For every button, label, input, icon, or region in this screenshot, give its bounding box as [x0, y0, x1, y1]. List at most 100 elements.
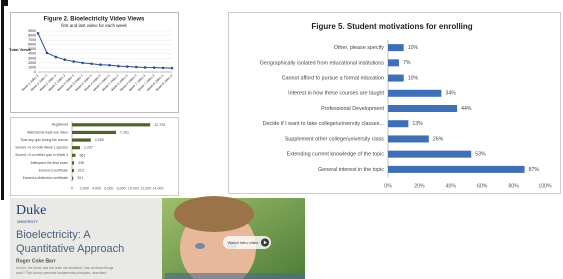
value-label: 87% [529, 167, 540, 173]
logo: Duke [16, 203, 46, 218]
value-label: 561 [79, 153, 85, 157]
x-tick-label: 20% [414, 184, 425, 190]
y-tick-label: 4000 [28, 52, 36, 56]
x-tick-label: 8,000 [117, 186, 126, 190]
point [153, 66, 156, 69]
point [46, 52, 49, 55]
value-label: 10% [408, 75, 419, 81]
x-tick-label: 10,000 [128, 186, 139, 190]
category-label: Decide if I want to take college/univers… [263, 121, 384, 127]
x-tick-label: 12,000 [140, 186, 151, 190]
point [90, 63, 93, 66]
bar [72, 161, 74, 164]
category-label: Interest in how these courses are taught [288, 91, 384, 97]
slide: Figure 2. Bioelectricity Video Views fir… [0, 0, 563, 279]
bar [388, 135, 429, 142]
category-label: Cannot afford to pursue a formal educati… [282, 75, 384, 81]
y-tick-label: 8000 [28, 33, 36, 37]
value-label: 7,161 [120, 130, 129, 134]
x-tick-label: 60% [477, 184, 488, 190]
course-banner[interactable]: Duke UNIVERSITY Bioelectricity: A Quanti… [10, 196, 305, 279]
point [171, 67, 174, 70]
bar [388, 90, 441, 97]
chart-title: Figure 2. Bioelectricity Video Views [44, 17, 145, 23]
point [108, 64, 111, 67]
y-tick-label: 7000 [28, 38, 36, 42]
point [55, 56, 58, 59]
x-tick-label: 0 [71, 186, 73, 190]
value-label: 7% [403, 60, 411, 66]
category-label: Took any quiz during the course [20, 138, 68, 142]
bar [72, 154, 75, 157]
x-tick-label: 80% [508, 184, 519, 190]
category-label: Scored >0 on both Week 1 quizzes [15, 146, 68, 150]
point [81, 62, 84, 65]
category-label: Earned a distinction certificate [23, 176, 68, 180]
category-label: Supplement other college/university clas… [285, 136, 384, 142]
y-tick-label: 1000 [28, 65, 36, 69]
chart-title: Figure 5. Student motivations for enroll… [311, 22, 472, 31]
value-label: 3,059 [95, 138, 104, 142]
y-tick-label: 3000 [28, 56, 36, 60]
course-title: Bioelectricity: A [16, 229, 91, 241]
bar [388, 59, 399, 66]
bar [388, 105, 457, 112]
x-tick-label: 40% [446, 184, 457, 190]
point [162, 67, 165, 70]
value-label: 336 [78, 161, 84, 165]
x-tick-label: 100% [538, 184, 552, 190]
point [72, 60, 75, 63]
value-label: 53% [475, 152, 486, 158]
value-label: 44% [461, 106, 472, 112]
value-label: 10% [408, 45, 419, 51]
bar [388, 44, 404, 51]
photo-hair [174, 196, 254, 232]
bar [72, 123, 150, 126]
author: Roger Coke Barr [16, 258, 56, 264]
category-label: Attempted the final exam [30, 161, 68, 165]
x-tick-label: 0% [384, 184, 392, 190]
value-label: 201 [77, 176, 83, 180]
point [126, 65, 129, 68]
y-tick-label: 5000 [28, 47, 36, 51]
video-button-label[interactable]: Watch intro video [228, 240, 260, 245]
photo-shirt [165, 273, 305, 279]
point [144, 66, 147, 69]
value-label: 26% [433, 136, 444, 142]
y-tick-label: 6000 [28, 43, 36, 47]
x-tick-label: 4,000 [92, 186, 101, 190]
value-label: 34% [445, 91, 456, 97]
x-tick-label: 6,000 [104, 186, 113, 190]
course-title: Quantitative Approach [16, 243, 124, 255]
x-tick-label: 2,000 [80, 186, 89, 190]
point [37, 32, 40, 35]
y-tick-label: 9000 [28, 29, 36, 33]
category-label: Scored >0 on either quiz in Week 4 [15, 153, 68, 157]
description: Ion-ion, the heart, and the brain are el… [16, 266, 114, 270]
category-label: Earned a certificate [39, 168, 68, 172]
value-label: 13% [412, 121, 423, 127]
bar [388, 166, 525, 173]
value-label: 1,297 [84, 146, 93, 150]
page: Figure 2. Bioelectricity Video Views fir… [0, 0, 563, 279]
logo-sub: UNIVERSITY [17, 220, 39, 224]
category-label: Extending current knowledge of the topic [287, 152, 385, 158]
bar [72, 138, 91, 141]
bar [72, 177, 73, 180]
bar [388, 151, 471, 158]
category-label: Watched at least one video [27, 130, 68, 134]
point [99, 63, 102, 66]
point [117, 65, 120, 68]
point [135, 66, 138, 69]
value-label: 12,725 [154, 123, 165, 127]
left-border [1, 0, 4, 200]
x-tick-label: 14,000 [153, 186, 164, 190]
corner-mark [1, 0, 8, 6]
chart-subtitle: first and last video for each week [61, 23, 127, 28]
bar [72, 169, 74, 172]
value-label: 313 [78, 169, 84, 173]
category-label: Geographically isolated from educational… [260, 60, 385, 66]
bar [388, 120, 408, 127]
point [64, 58, 67, 61]
category-label: General interest in the topic [318, 167, 384, 173]
